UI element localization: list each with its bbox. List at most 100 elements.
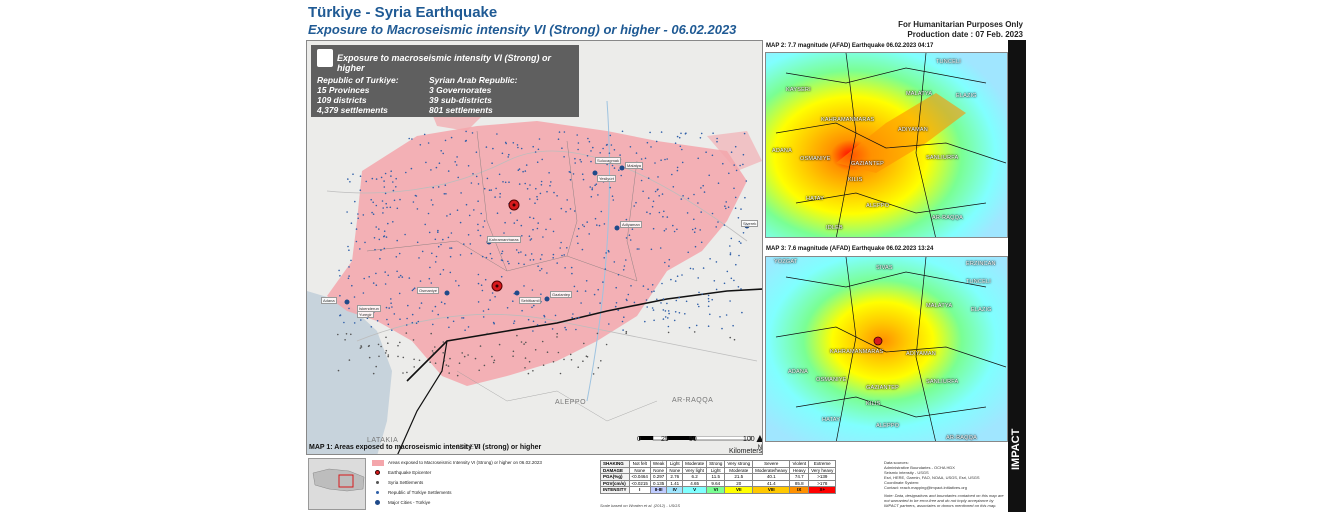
settlement-dot [520, 341, 523, 343]
settlement-dot [640, 158, 643, 160]
settlement-dot [654, 190, 657, 193]
settlement-dot [647, 177, 650, 179]
intensity-row: SHAKING Not felt Weak Light Moderate Strong Ve… [600, 460, 837, 468]
settlement-dot [596, 332, 599, 335]
settlement-dot [576, 134, 578, 136]
settlement-dot [475, 175, 478, 178]
intensity-map-3[interactable]: YOZGAT SIVAS ERZINCAN TUNCELI MALATYA EL… [765, 256, 1008, 442]
settlement-dot [445, 364, 448, 366]
settlement-dot [697, 157, 699, 160]
settlement-dot [573, 210, 576, 212]
city-label: ERZINCAN [966, 261, 996, 267]
settlement-dot [649, 131, 651, 134]
settlement-dot [591, 188, 593, 191]
settlement-dot [532, 217, 535, 220]
settlement-dot [620, 174, 622, 177]
intensity-cell: <0.0215 [628, 479, 651, 487]
city-label: ELAZIG [956, 93, 977, 99]
settlement-dot [463, 243, 465, 245]
intensity-map-2-canvas [766, 53, 1007, 237]
settlement-dot [661, 193, 664, 195]
settlement-dot [372, 213, 375, 215]
settlement-dot [473, 209, 475, 211]
settlement-dot [447, 170, 450, 172]
settlement-dot [465, 203, 468, 206]
settlement-dot [353, 296, 356, 298]
settlement-dot [694, 245, 697, 248]
settlement-dot [480, 212, 482, 215]
settlement-dot [438, 162, 441, 164]
settlement-dot [385, 306, 388, 309]
settlement-dot [362, 214, 365, 216]
settlement-dot [569, 171, 572, 174]
settlement-dot [439, 273, 442, 275]
settlement-dot [359, 248, 361, 250]
city-label: AR-RAQQA [932, 215, 963, 221]
settlement-dot [556, 195, 558, 197]
settlement-dot [734, 196, 737, 199]
settlement-dot [678, 136, 681, 139]
settlement-dot [543, 315, 546, 318]
settlement-dot [527, 372, 530, 375]
settlement-dot [531, 289, 534, 291]
settlement-dot [676, 228, 678, 231]
settlement-dot [633, 301, 636, 304]
settlement-dot [404, 233, 406, 236]
settlement-dot [450, 136, 453, 139]
settlement-dot [485, 146, 488, 148]
settlement-dot [556, 336, 558, 338]
settlement-dot [499, 192, 501, 195]
settlement-dot [359, 175, 362, 177]
settlement-dot [351, 284, 353, 287]
settlement-dot [524, 182, 526, 185]
settlement-dot [725, 314, 728, 316]
settlement-dot [608, 323, 610, 325]
city-label: AR-RAQQA [946, 435, 977, 441]
settlement-dot [636, 248, 639, 250]
settlement-dot [365, 180, 367, 183]
intensity-cell: V [682, 486, 708, 494]
settlement-dot [644, 157, 647, 160]
settlement-dot [467, 354, 469, 356]
settlement-dot [603, 257, 605, 259]
settlement-dot [432, 323, 434, 326]
settlement-dot [700, 241, 703, 244]
settlement-dot [698, 291, 700, 294]
settlement-dot [622, 329, 624, 331]
scale-tick: 50 [689, 436, 697, 443]
settlement-dot [649, 212, 651, 215]
settlement-dot [660, 302, 662, 304]
settlement-dot [673, 230, 676, 233]
settlement-dot [605, 343, 608, 346]
intensity-map-2[interactable]: TUNCELI KAYSERI MALATYA ELAZIG KAHRAMANM… [765, 52, 1008, 238]
settlement-dot [487, 308, 490, 311]
settlement-dot [345, 333, 348, 335]
settlement-dot [715, 261, 718, 263]
settlement-dot [604, 268, 607, 270]
settlement-dot [501, 252, 503, 255]
settlement-dot [615, 302, 618, 304]
settlement-dot [709, 313, 711, 316]
main-map[interactable]: ALEPPO AR-RAQQA IDLEB LATAKIA Sulucagmak… [306, 40, 763, 455]
settlement-dot [692, 268, 694, 270]
settlement-dot [608, 152, 611, 154]
settlement-dot [727, 206, 730, 208]
settlement-dot [427, 142, 430, 144]
legend-syria-settlements: Syria Settlements [388, 480, 424, 485]
settlement-dot [393, 199, 396, 202]
settlement-dot [477, 200, 479, 202]
settlement-dot [470, 252, 473, 255]
settlement-dot [569, 179, 572, 181]
settlement-dot [681, 148, 683, 151]
settlement-dot [492, 147, 494, 150]
impact-logo: IMPACT [1010, 428, 1022, 470]
settlement-dot [600, 360, 602, 362]
settlement-dot [536, 198, 539, 201]
settlement-dot [479, 345, 482, 347]
settlement-dot [673, 319, 676, 322]
city-label: KILIS [848, 177, 863, 183]
settlement-dot [442, 341, 445, 343]
settlement-dot [693, 331, 696, 333]
data-sources: Data sources: Administrative Boundaries … [884, 460, 1004, 508]
settlement-dot [569, 353, 572, 356]
